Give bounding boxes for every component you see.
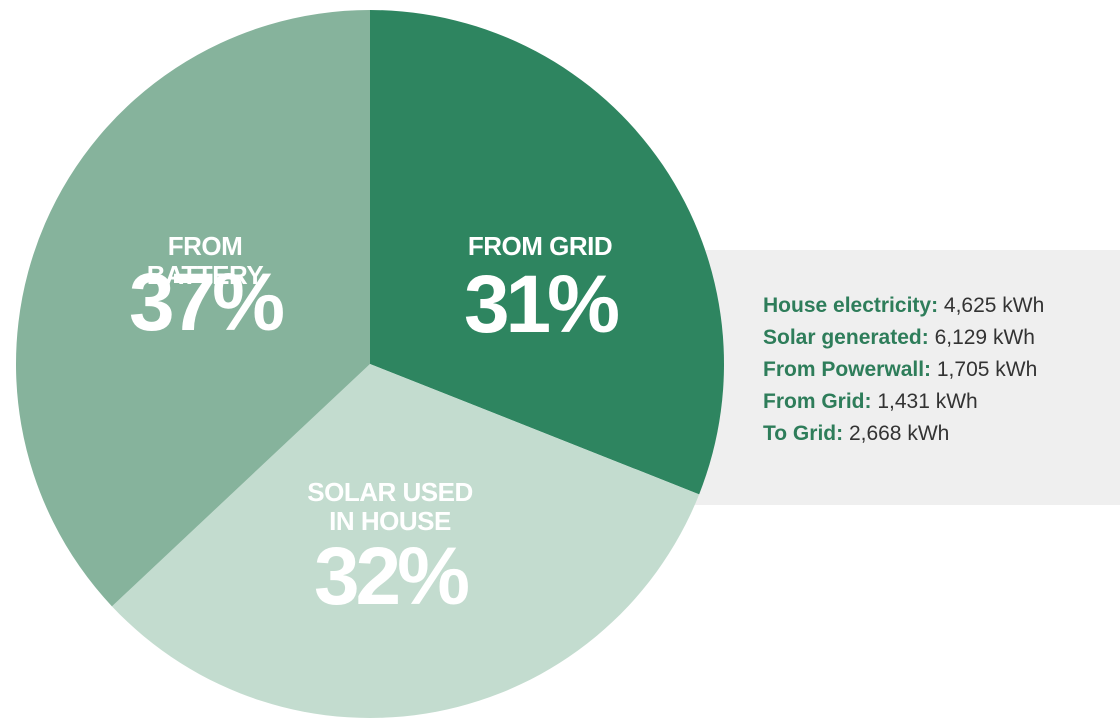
- slice-percent: 32%: [313, 531, 470, 622]
- pie-slice: [370, 10, 724, 495]
- stats-panel: [690, 250, 1120, 505]
- stat-value: 1,705 kWh: [936, 358, 1038, 381]
- stat-value: 6,129 kWh: [934, 326, 1035, 349]
- slice-percent: 37%: [128, 257, 285, 348]
- stat-row: From Grid: 1,431 kWh: [763, 386, 1044, 418]
- stat-label: To Grid:: [763, 422, 844, 445]
- stat-value: 1,431 kWh: [877, 390, 978, 413]
- stat-row: From Powerwall: 1,705 kWh: [763, 354, 1044, 386]
- pie-slice: [111, 364, 700, 718]
- pie-slice: [16, 10, 371, 607]
- stat-row: To Grid: 2,668 kWh: [763, 418, 1044, 450]
- slice-category: FROM GRID: [467, 231, 613, 261]
- stats-list: House electricity: 4,625 kWh Solar genera…: [763, 290, 1044, 450]
- slice-percent: 31%: [463, 259, 620, 350]
- stat-label: From Grid:: [763, 390, 872, 413]
- stat-label: House electricity:: [763, 294, 939, 317]
- stat-value: 4,625 kWh: [943, 294, 1045, 317]
- stat-label: From Powerwall:: [763, 358, 932, 381]
- slice-category: FROM BATTERY: [146, 231, 264, 290]
- slice-category: SOLAR USED IN HOUSE: [307, 477, 473, 536]
- stat-value: 2,668 kWh: [848, 422, 950, 445]
- stat-row: House electricity: 4,625 kWh: [763, 290, 1044, 322]
- stat-label: Solar generated:: [763, 326, 929, 349]
- stat-row: Solar generated: 6,129 kWh: [763, 322, 1044, 354]
